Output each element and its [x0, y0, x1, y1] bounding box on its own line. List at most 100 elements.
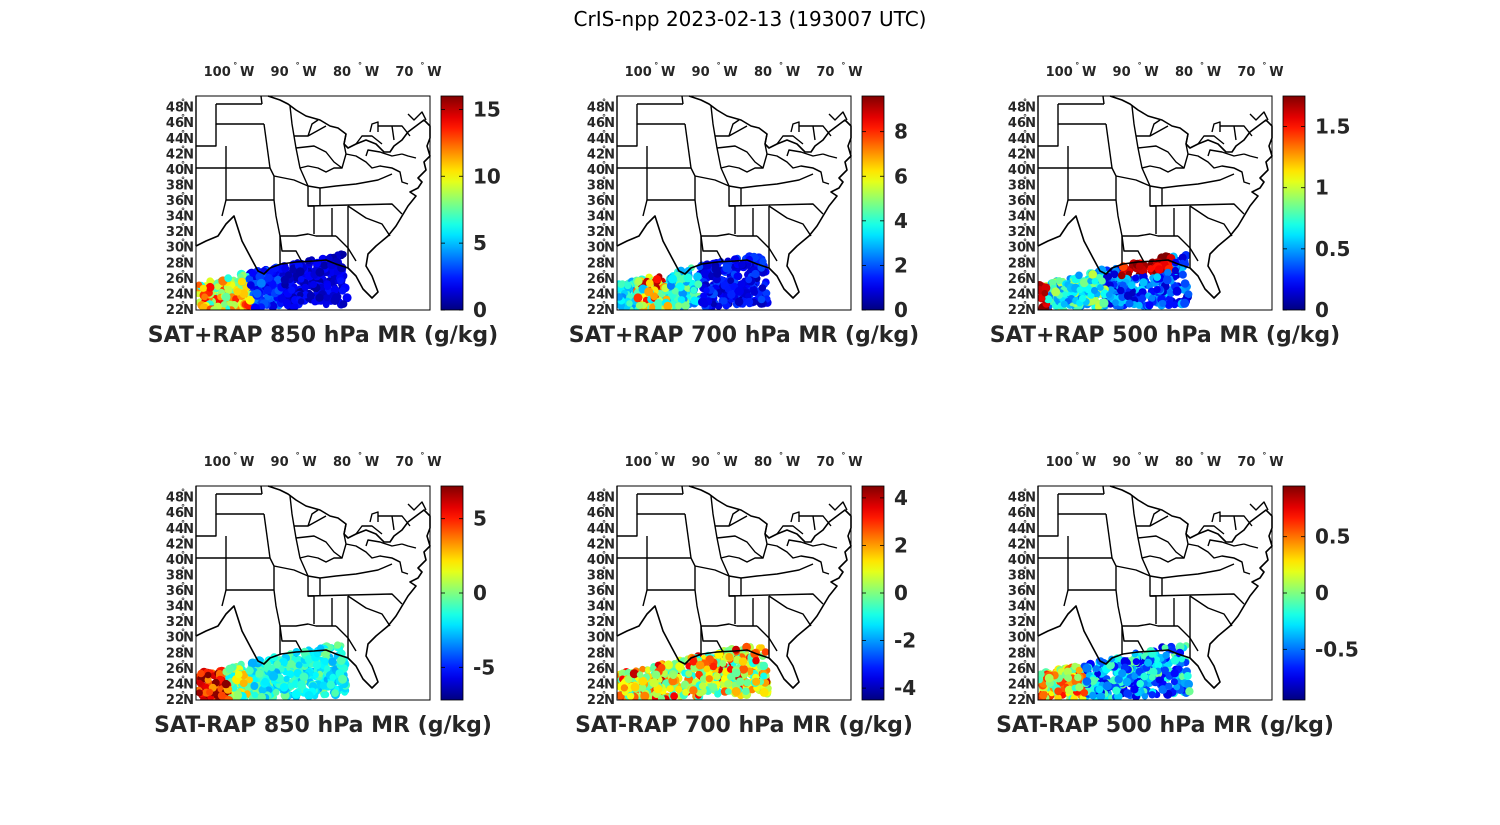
swath-point	[1171, 301, 1179, 309]
map-frame	[1037, 485, 1273, 701]
lat-tick-label: 44	[587, 522, 605, 537]
svg-text:N: N	[183, 584, 194, 599]
panel-title: SAT-RAP 700 hPa MR (g/kg)	[575, 713, 913, 738]
lon-tick-label: 90	[1113, 65, 1131, 80]
swath-point	[224, 286, 233, 294]
swath-point	[1125, 299, 1134, 308]
svg-text:N: N	[183, 272, 194, 287]
svg-text:N: N	[183, 662, 194, 677]
swath-point	[719, 660, 727, 667]
swath-point	[759, 687, 769, 697]
swath-point	[713, 672, 721, 681]
swath-point	[280, 275, 289, 284]
svg-text:°: °	[654, 451, 658, 460]
swath-point	[757, 295, 766, 304]
lon-tick-label: 80	[333, 65, 351, 80]
svg-text:°: °	[1023, 597, 1027, 606]
swath-point	[1074, 673, 1082, 682]
swath-point	[1106, 660, 1115, 670]
svg-text:N: N	[1025, 163, 1036, 178]
swath-point	[221, 292, 231, 302]
lat-tick-label: 30	[587, 631, 605, 646]
svg-text:°: °	[602, 534, 606, 543]
swath-point	[1073, 306, 1081, 310]
svg-text:°: °	[1023, 581, 1027, 590]
colorbar-tick-label: 0	[894, 581, 908, 605]
colorbar-tick-label: 2	[894, 533, 908, 557]
swath-point	[245, 295, 255, 305]
svg-text:N: N	[604, 568, 615, 583]
swath-point	[638, 683, 647, 692]
lat-tick-label: 42	[166, 537, 184, 552]
lon-tick-label: 90	[692, 65, 710, 80]
svg-text:W: W	[661, 455, 675, 470]
svg-text:°: °	[181, 659, 185, 668]
swath-point	[287, 660, 295, 668]
svg-text:°: °	[181, 503, 185, 512]
lat-tick-label: 26	[587, 272, 605, 287]
lon-tick-label: 70	[395, 65, 413, 80]
colorbar-tick-label: 0	[473, 581, 487, 605]
svg-text:°: °	[602, 300, 606, 309]
lat-tick-label: 34	[587, 600, 605, 615]
swath-point	[204, 671, 212, 679]
swath-point	[1165, 682, 1173, 690]
swath-point	[1054, 694, 1062, 700]
colorbar-tick-label: -0.5	[1315, 637, 1359, 661]
swath-point	[683, 273, 693, 283]
state-boundaries	[1037, 95, 1273, 299]
map-panel-6: 22°N24°N26°N28°N30°N32°N34°N36°N38°N40°N…	[996, 451, 1359, 738]
swath-point	[745, 292, 752, 300]
swath-point	[323, 282, 332, 290]
swath-point	[629, 669, 639, 679]
swath-point	[199, 696, 209, 700]
lat-tick-label: 36	[166, 584, 184, 599]
colorbar-tick-label: 15	[473, 97, 501, 121]
svg-text:°: °	[181, 674, 185, 683]
svg-text:N: N	[1025, 116, 1036, 131]
swath-point	[667, 274, 677, 284]
svg-text:N: N	[604, 553, 615, 568]
svg-text:N: N	[1025, 194, 1036, 209]
svg-text:N: N	[1025, 101, 1036, 116]
svg-text:°: °	[841, 451, 845, 460]
swath-point	[1105, 291, 1113, 299]
lat-tick-label: 40	[166, 163, 184, 178]
lat-tick-label: 34	[166, 600, 184, 615]
swath-point	[217, 691, 226, 700]
swath-point	[250, 303, 260, 310]
swath-point	[1082, 663, 1092, 673]
svg-text:W: W	[661, 65, 675, 80]
swath-point	[1170, 678, 1178, 686]
svg-text:°: °	[602, 253, 606, 262]
swath-point	[670, 692, 678, 700]
lat-tick-label: 30	[1008, 241, 1026, 256]
svg-text:N: N	[1025, 693, 1036, 708]
svg-text:N: N	[183, 303, 194, 318]
swath-point	[1148, 294, 1156, 302]
swath-point	[1158, 685, 1168, 694]
svg-text:W: W	[365, 65, 379, 80]
svg-text:N: N	[183, 491, 194, 506]
swath-point	[1075, 683, 1084, 692]
swath-point	[210, 306, 218, 310]
swath-point	[727, 673, 734, 681]
swath-point	[1153, 273, 1162, 281]
swath-point	[1098, 277, 1106, 285]
swath-point	[653, 275, 662, 284]
svg-text:°: °	[1262, 61, 1266, 70]
swath-point	[760, 672, 768, 680]
swath-point	[1130, 685, 1139, 694]
swath-point	[283, 675, 290, 683]
svg-text:°: °	[1023, 160, 1027, 169]
swath-point	[1153, 286, 1161, 294]
svg-text:°: °	[358, 61, 362, 70]
swath-point	[1161, 666, 1169, 675]
svg-text:W: W	[302, 455, 316, 470]
svg-text:°: °	[1023, 519, 1027, 528]
swath-point	[1099, 298, 1109, 308]
swath-point	[224, 274, 233, 283]
svg-text:N: N	[604, 693, 615, 708]
svg-text:°: °	[1023, 300, 1027, 309]
swath-point	[1122, 677, 1132, 687]
